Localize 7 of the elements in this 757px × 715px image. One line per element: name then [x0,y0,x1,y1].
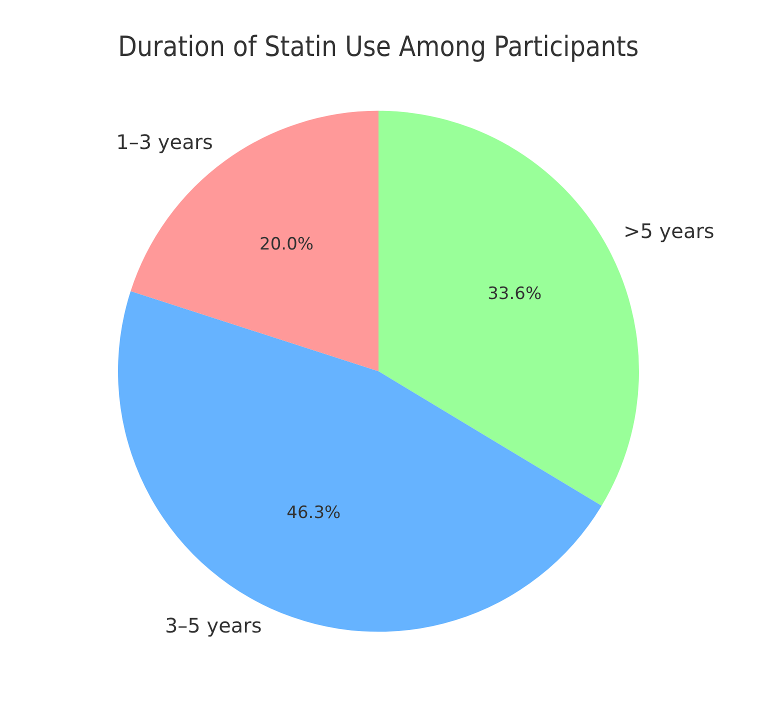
chart-title: Duration of Statin Use Among Participants [118,32,639,64]
slice-label: 1–3 years [116,130,213,154]
data-label: 46.3% [286,502,341,523]
data-label: 33.6% [488,284,542,304]
slice-label: 3–5 years [164,614,262,638]
data-label: 20.0% [260,234,314,254]
slice-label: >5 years [623,219,714,244]
